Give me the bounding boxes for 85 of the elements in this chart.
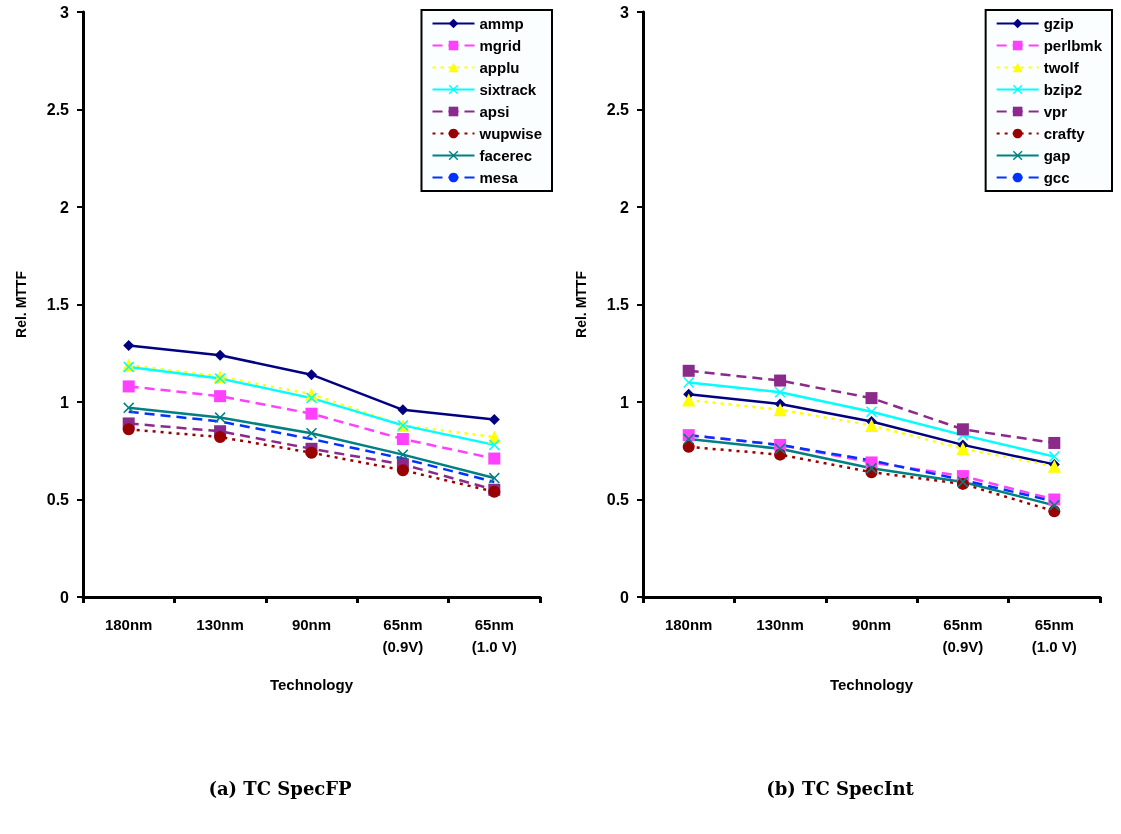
point	[123, 339, 135, 351]
point	[865, 418, 878, 432]
text: (a) TC SpecFP	[208, 777, 353, 799]
point	[397, 404, 409, 416]
point	[774, 386, 786, 398]
y-tick-label: 0.5	[46, 491, 70, 508]
point	[396, 464, 409, 477]
point	[123, 402, 135, 414]
y-tick-label: 2	[620, 198, 630, 216]
x-tick-label: 90nm	[851, 615, 892, 633]
y-axis-title: Rel. MTTF	[13, 270, 29, 338]
point	[683, 377, 695, 388]
legend-label: crafty	[1043, 125, 1086, 142]
point	[488, 439, 500, 451]
point	[866, 406, 877, 418]
y-tick-label: 1.5	[46, 296, 70, 313]
x-tick-label: 130nm	[756, 615, 804, 633]
point	[306, 369, 317, 381]
x-tick-label: 65nm (1.0 V)	[471, 615, 517, 655]
point	[956, 423, 969, 436]
point	[1048, 436, 1061, 449]
x-tick-label: 130nm	[196, 615, 244, 633]
legend-label: ammp	[479, 15, 524, 32]
x-tick-label: 65nm (0.9V)	[942, 615, 984, 655]
legend-label: facerec	[479, 147, 533, 164]
legend-label: vpr	[1043, 103, 1068, 120]
y-tick-label: 0.5	[606, 491, 630, 508]
y-tick-label: 3	[60, 3, 70, 21]
y-tick-label: 0	[60, 588, 70, 606]
y-tick-label: 1	[60, 393, 70, 411]
legend-label: mgrid	[479, 37, 522, 54]
y-axis-title: Rel. MTTF	[573, 270, 589, 338]
legend-label: apsi	[479, 103, 510, 120]
point	[397, 449, 409, 461]
point	[866, 462, 877, 474]
point	[683, 433, 695, 445]
y-tick-label: 1.5	[606, 296, 630, 313]
x-tick-label: 65nm (1.0 V)	[1031, 615, 1077, 655]
y-tick-label: 2	[60, 198, 70, 216]
legend-label: wupwise	[478, 125, 542, 142]
legend-label: twolf	[1043, 59, 1080, 76]
legend-label: gcc	[1043, 169, 1070, 186]
point	[396, 433, 409, 446]
point	[682, 364, 695, 377]
point	[122, 423, 135, 436]
legend-label: gzip	[1043, 15, 1074, 32]
point	[306, 392, 317, 404]
legend-label: mesa	[479, 169, 519, 186]
point	[122, 380, 135, 393]
legend-label: applu	[479, 59, 520, 76]
y-tick-label: 0	[620, 588, 630, 606]
point	[488, 472, 500, 484]
point	[865, 392, 878, 405]
text: (b) TC SpecInt	[766, 777, 915, 799]
point	[488, 452, 501, 465]
point	[214, 412, 226, 424]
point	[488, 414, 500, 426]
point	[774, 374, 787, 387]
legend-label: sixtrack	[479, 81, 537, 98]
point	[214, 431, 227, 444]
x-tick-label: 180nm	[664, 615, 713, 633]
point	[682, 393, 696, 407]
point	[1048, 499, 1060, 511]
point	[956, 442, 970, 456]
point	[1048, 451, 1060, 463]
x-axis-title: Technology	[269, 676, 354, 693]
point	[305, 407, 318, 420]
y-tick-label: 1	[620, 393, 630, 411]
point	[773, 403, 787, 417]
y-tick-label: 3	[620, 3, 630, 21]
point	[682, 440, 695, 453]
x-tick-label: 90nm	[291, 615, 332, 633]
x-tick-label: 65nm (0.9V)	[382, 615, 424, 655]
y-tick-label: 2.5	[46, 101, 70, 118]
legend-label: perlbmk	[1043, 37, 1103, 54]
legend-label: bzip2	[1043, 81, 1082, 98]
point	[774, 443, 786, 455]
point	[214, 349, 226, 361]
point	[306, 427, 317, 439]
y-tick-label: 2.5	[606, 101, 630, 118]
x-tick-label: 180nm	[104, 615, 153, 633]
legend-label: gap	[1043, 147, 1071, 164]
x-axis-title: Technology	[829, 676, 914, 693]
point	[214, 390, 227, 403]
point	[305, 446, 318, 459]
